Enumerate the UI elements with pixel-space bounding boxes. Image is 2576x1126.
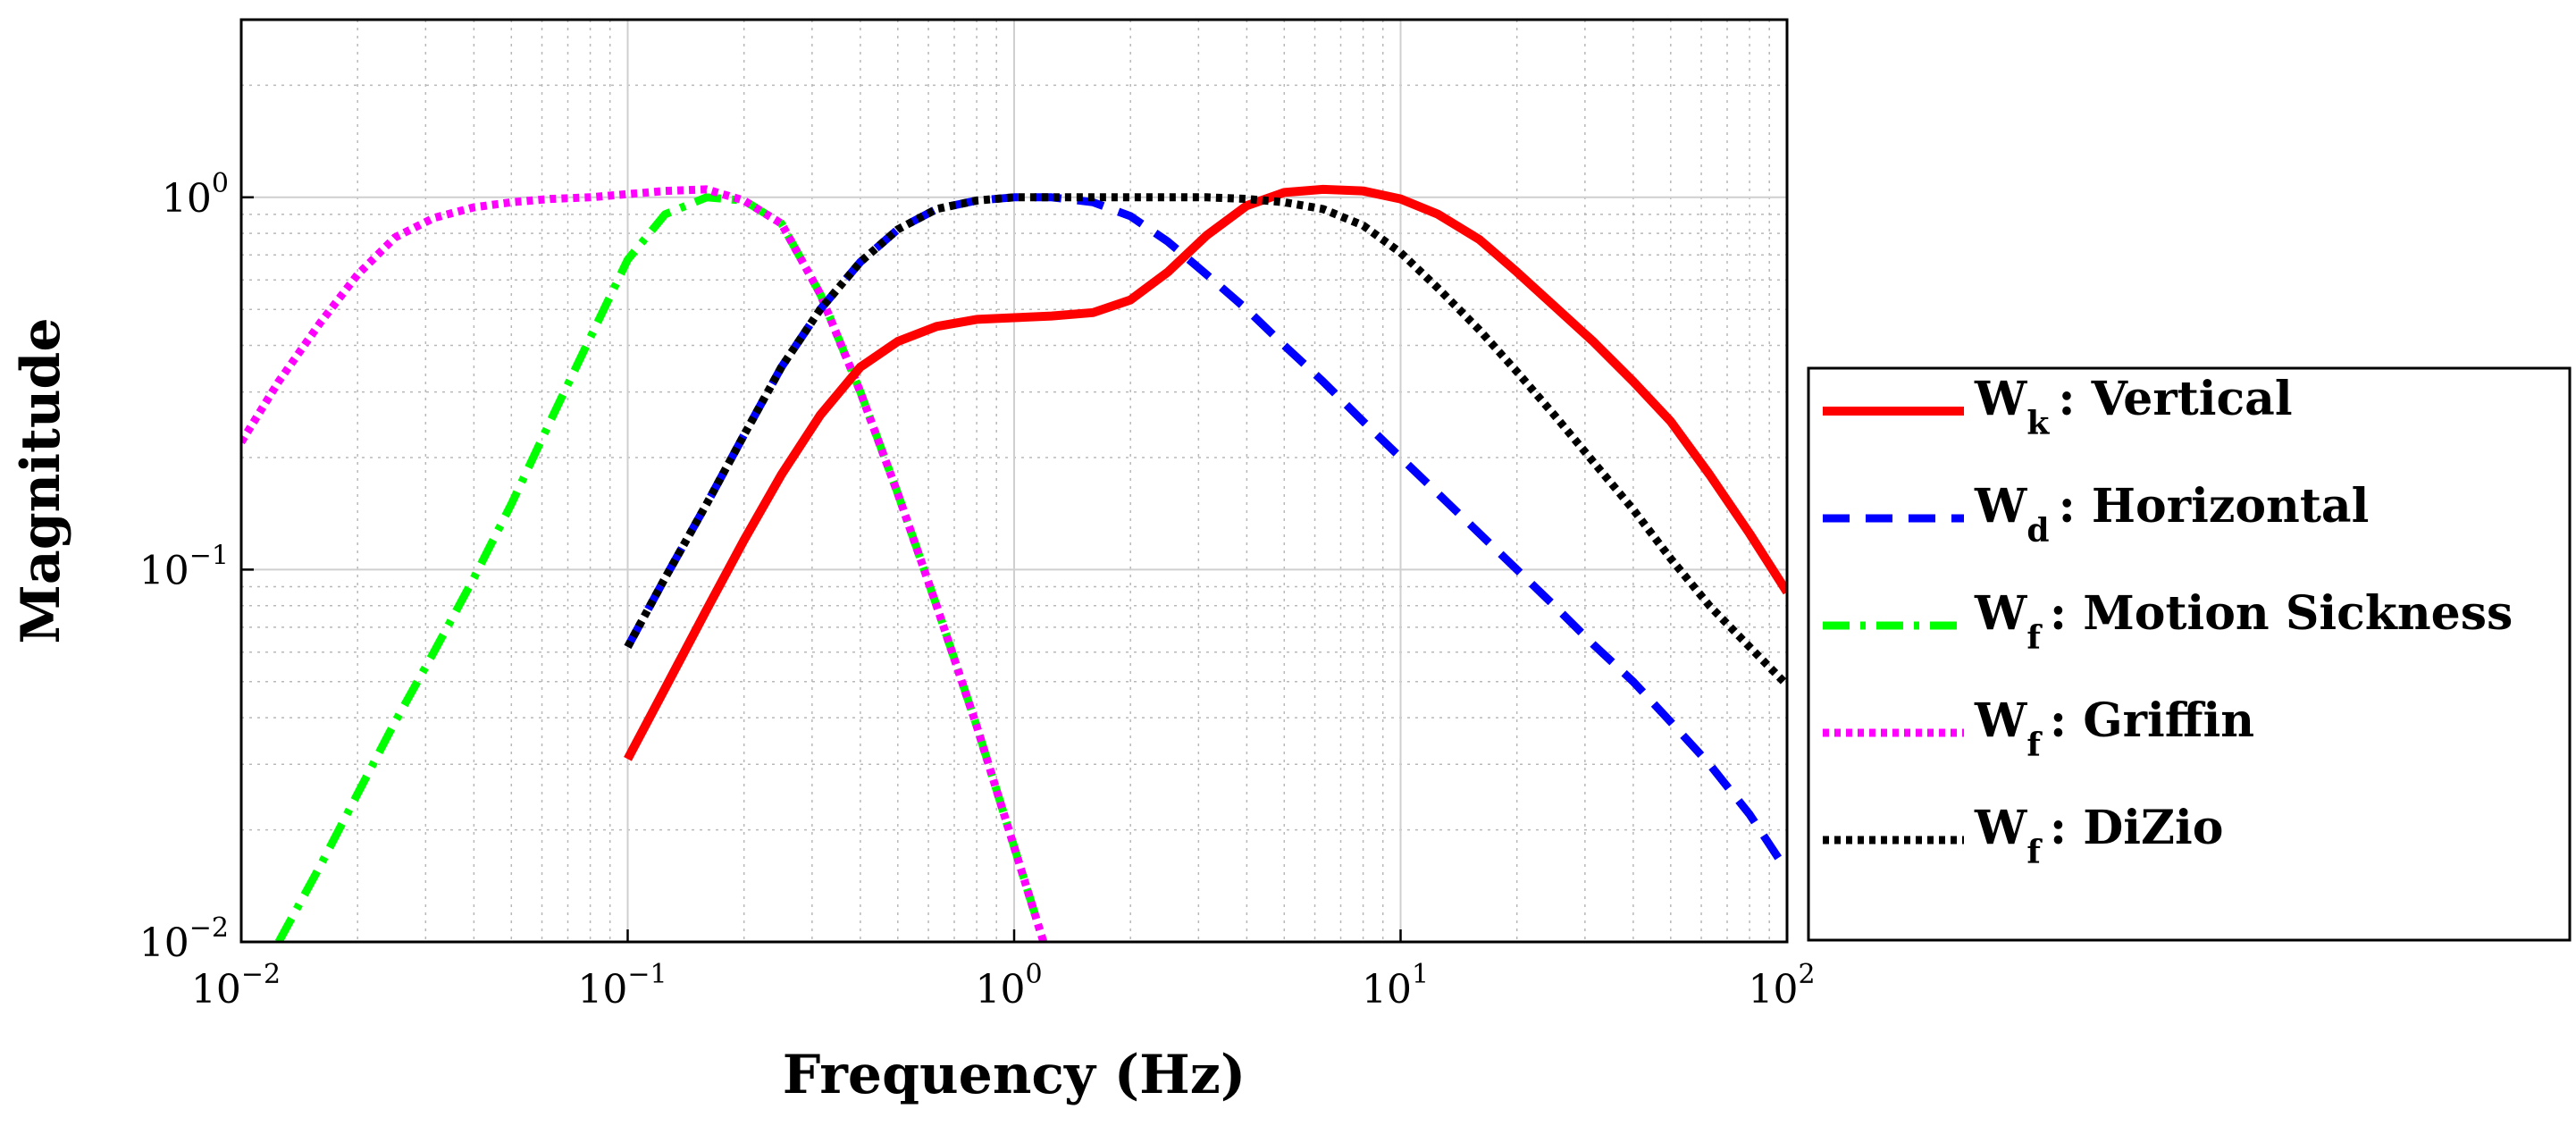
x-tick-base: 10: [1748, 967, 1798, 1013]
x-tick-exponent: −1: [627, 959, 667, 990]
series-line-0: [624, 184, 1787, 761]
x-tick-label: 10−2: [191, 959, 281, 1013]
y-tick-exponent: −1: [189, 540, 229, 571]
y-tick-exponent: −2: [189, 912, 229, 944]
legend-subscript: f: [2026, 834, 2043, 871]
legend-description: : Vertical: [2058, 372, 2292, 426]
y-tick-label: 10−1: [139, 540, 229, 593]
series-line-2: [274, 193, 1048, 942]
legend-description: : Motion Sickness: [2050, 586, 2513, 641]
legend-entry-3: Wf: Griffin: [1974, 693, 2254, 764]
legend-main: W: [1974, 693, 2028, 748]
legend-description: : DiZio: [2050, 801, 2224, 855]
legend-subscript: f: [2026, 727, 2043, 764]
legend-subscript: d: [2026, 512, 2049, 550]
x-tick-base: 10: [975, 967, 1025, 1013]
legend-main: W: [1974, 372, 2028, 426]
legend-entry-2: Wf: Motion Sickness: [1974, 586, 2513, 657]
legend-entry-0: Wk: Vertical: [1974, 372, 2293, 442]
y-tick-base: 10: [162, 176, 212, 222]
y-tick-label: 10−2: [139, 912, 229, 966]
y-tick-base: 10: [139, 920, 189, 966]
y-tick-base: 10: [139, 548, 189, 593]
x-tick-base: 10: [577, 967, 627, 1013]
x-tick-base: 10: [1362, 967, 1412, 1013]
legend-description: : Griffin: [2050, 693, 2254, 748]
x-axis-ticks: 10−2 10−1 100 101 102: [191, 929, 1816, 1013]
series-layer: [241, 184, 1787, 942]
legend-subscript: f: [2026, 619, 2043, 657]
x-tick-exponent: 0: [1025, 959, 1042, 990]
legend-entry-1: Wd : Horizontal: [1974, 479, 2369, 550]
legend-main: W: [1974, 586, 2028, 641]
x-tick-exponent: −2: [241, 959, 281, 990]
series-line-4: [624, 193, 1787, 688]
x-axis-label: Frequency (Hz): [783, 1044, 1246, 1106]
series-line-3: [241, 185, 1048, 942]
x-tick-label: 10−1: [577, 959, 667, 1013]
y-tick-exponent: 0: [212, 168, 229, 199]
x-tick-base: 10: [191, 967, 241, 1013]
legend-main: W: [1974, 479, 2028, 534]
legend-subscript: k: [2026, 405, 2050, 442]
y-axis-label: Magnitude: [10, 317, 72, 643]
x-tick-exponent: 1: [1412, 959, 1429, 990]
x-tick-exponent: 2: [1798, 959, 1815, 990]
y-tick-label: 100: [162, 168, 229, 222]
x-tick-label: 100: [975, 959, 1042, 1013]
legend-main: W: [1974, 801, 2028, 855]
legend-description: : Horizontal: [2059, 479, 2370, 534]
x-tick-label: 101: [1362, 959, 1429, 1013]
legend-box: [1807, 366, 2572, 942]
x-tick-label: 102: [1748, 959, 1815, 1013]
legend-entry-4: Wf: DiZio: [1974, 801, 2223, 871]
